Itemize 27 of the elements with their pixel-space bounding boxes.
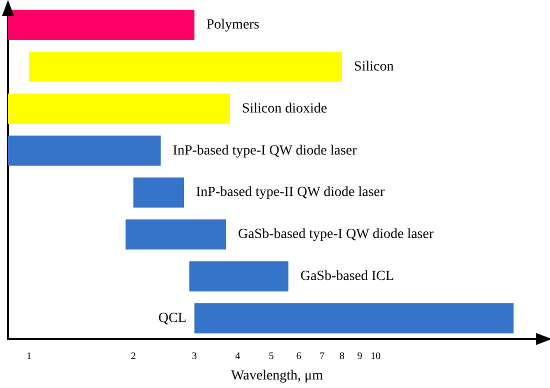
x-tick-label: 6	[296, 350, 302, 362]
y-tick-label: Silicon dioxide	[242, 101, 328, 116]
y-tick-label: InP-based type-I QW diode laser	[172, 143, 358, 158]
x-tick-label: 8	[340, 350, 345, 362]
x-tick-label: 3	[192, 350, 197, 362]
y-tick-label: GaSb-based ICL	[300, 269, 394, 284]
bar	[133, 177, 184, 208]
y-tick-label: InP-based type-II QW diode laser	[196, 185, 386, 200]
y-tick-label: GaSb-based type-I QW diode laser	[238, 227, 434, 242]
bar	[8, 10, 194, 40]
x-axis-title: Wavelength, μm	[231, 368, 324, 384]
bar	[28, 52, 342, 82]
y-tick-label: Silicon	[354, 60, 394, 75]
x-tick-label: 5	[268, 350, 274, 362]
x-tick-label: 9	[357, 350, 362, 362]
y-tick-label: Polymers	[206, 18, 260, 33]
bar	[189, 261, 288, 292]
x-tick-label: 10	[370, 350, 381, 362]
bar	[8, 94, 230, 124]
bar	[8, 136, 161, 166]
bar	[126, 219, 226, 250]
bar	[194, 303, 514, 334]
x-tick-label: 7	[319, 350, 324, 362]
x-tick-label: 4	[235, 350, 240, 362]
y-tick-label: QCL	[158, 310, 186, 326]
x-tick-label: 1	[26, 350, 32, 362]
x-tick-label: 2	[130, 350, 136, 362]
